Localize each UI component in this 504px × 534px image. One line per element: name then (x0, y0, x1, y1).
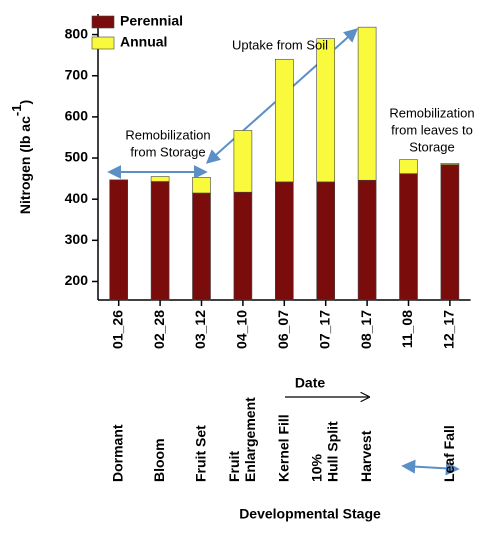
stage-label: Fruit Set (192, 425, 208, 482)
bar-segment (274, 58, 294, 183)
y-tick-label: 500 (65, 149, 89, 165)
y-axis-title-sup: -1 (9, 105, 24, 117)
bar-segment (357, 26, 377, 181)
annotation: Remobilization (389, 105, 474, 120)
stage-label: Kernel Fill (275, 414, 291, 482)
stage-label-line: Fruit Set (192, 425, 208, 482)
stage-label-line: 10% (308, 453, 324, 482)
x-axis-title: Date (295, 375, 326, 391)
stage-label: Harvest (358, 430, 374, 482)
legend-swatch (91, 36, 115, 50)
bar-segment (274, 181, 294, 301)
stage-label-line: Fruit (226, 451, 242, 482)
annotation: Remobilization (125, 127, 210, 142)
y-axis-title: Nitrogen (lb ac-1) (9, 100, 32, 214)
y-tick-label: 800 (65, 25, 89, 41)
bar-segment (150, 176, 170, 182)
annotation: from leaves to (391, 122, 473, 137)
leaves-arrow (401, 459, 460, 476)
bar-segment (233, 191, 253, 301)
x-tick-label: 03_12 (192, 310, 208, 349)
bar-segment (440, 163, 460, 165)
x-tick-label: 11_08 (399, 310, 415, 348)
bar-segment (192, 177, 211, 194)
x-tick-label: 06_07 (275, 310, 291, 349)
y-axis-title-text: Nitrogen (lb ac (17, 116, 33, 214)
bar-segment (233, 130, 253, 193)
bar-segment (109, 179, 128, 301)
legend-label: Annual (120, 34, 167, 50)
x-tick-label: 07_17 (316, 310, 332, 349)
bar-segment (440, 164, 460, 301)
y-tick-label: 400 (65, 190, 89, 206)
legend-label: Perennial (120, 13, 183, 29)
stage-label-line: Kernel Fill (275, 414, 291, 482)
stage-label: 10%Hull Split (308, 421, 340, 482)
y-tick-label: 300 (65, 231, 89, 247)
annotation: Storage (409, 139, 455, 154)
stage-label: Bloom (151, 438, 167, 482)
y-tick-label: 600 (65, 108, 89, 124)
x-tick-label: 02_28 (151, 310, 167, 349)
x-tick-label: 01_26 (109, 310, 125, 349)
stage-label-line: Hull Split (324, 421, 340, 482)
y-tick-label: 700 (65, 66, 89, 82)
bar-segment (316, 38, 336, 183)
stage-axis-title: Developmental Stage (239, 506, 381, 522)
stage-label-line: Leaf Fall (441, 425, 457, 482)
bar-segment (399, 173, 418, 301)
annotation: Uptake from Soil (232, 37, 328, 52)
stage-label: Dormant (109, 424, 125, 482)
x-tick-label: 08_17 (358, 310, 374, 349)
y-axis-title-end: ) (17, 100, 33, 105)
annotation: from Storage (130, 144, 205, 159)
bar-segment (399, 159, 418, 174)
stage-label: FruitEnlargement (226, 397, 258, 482)
bar-segment (357, 179, 377, 301)
x-tick-label: 04_10 (234, 310, 250, 349)
x-tick-label: 12_17 (441, 310, 457, 349)
bar-segment (192, 192, 211, 301)
stage-label-line: Dormant (109, 424, 125, 482)
stage-label-line: Enlargement (242, 397, 258, 482)
y-tick-label: 200 (65, 272, 89, 288)
stage-label-line: Harvest (358, 430, 374, 482)
stage-label: Leaf Fall (441, 425, 457, 482)
stage-label-line: Bloom (151, 438, 167, 482)
bar-segment (316, 181, 336, 301)
legend-swatch (91, 15, 115, 29)
bar-segment (150, 181, 170, 301)
